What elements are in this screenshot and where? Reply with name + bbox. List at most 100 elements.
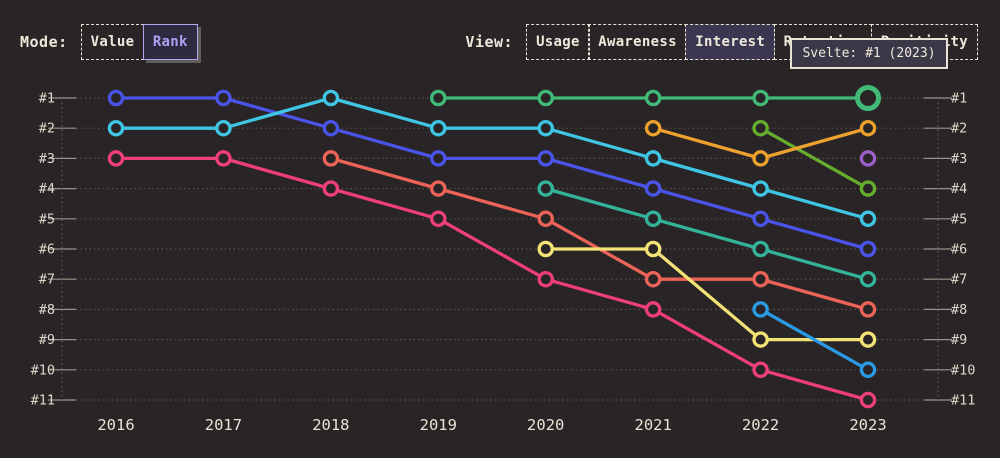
data-point-cyan-2017[interactable] bbox=[215, 119, 232, 137]
data-point-svelte-green-2021[interactable] bbox=[644, 89, 662, 107]
y-axis-label-left: #5 bbox=[39, 211, 55, 227]
data-point-svelte-green-2019[interactable] bbox=[430, 89, 447, 107]
series-line-sky-blue bbox=[758, 307, 870, 372]
data-point-cyan-2018[interactable] bbox=[322, 89, 340, 107]
y-axis-label-left: #4 bbox=[39, 181, 55, 197]
y-axis-label-left: #3 bbox=[39, 151, 55, 167]
x-axis-label: 2016 bbox=[97, 416, 134, 434]
data-point-svelte-green-2020[interactable] bbox=[537, 89, 554, 107]
y-axis-label-right: #2 bbox=[951, 121, 967, 137]
data-point-blue-2018[interactable] bbox=[322, 119, 340, 137]
data-point-amber-2021[interactable] bbox=[644, 119, 662, 137]
data-point-purple-2023[interactable] bbox=[859, 150, 877, 167]
series-line-pink bbox=[114, 156, 870, 402]
data-point-blue-2020[interactable] bbox=[537, 150, 554, 167]
data-point-pink-2019[interactable] bbox=[430, 210, 447, 228]
series-line-salmon bbox=[329, 156, 870, 312]
mode-label: Mode: bbox=[20, 33, 68, 51]
data-point-blue-2022[interactable] bbox=[752, 210, 769, 228]
y-axis-label-left: #2 bbox=[39, 121, 55, 137]
mode-toggle-group: Mode: Value Rank bbox=[20, 24, 198, 60]
highlighted-data-point-svelte-green-2023[interactable] bbox=[855, 85, 882, 111]
x-axis-label: 2021 bbox=[634, 416, 671, 434]
chart-tooltip: Svelte: #1 (2023) bbox=[790, 38, 948, 69]
data-point-cyan-2016[interactable] bbox=[107, 119, 125, 137]
data-point-salmon-2018[interactable] bbox=[322, 150, 340, 167]
y-axis-label-right: #1 bbox=[951, 91, 967, 107]
data-point-blue-2019[interactable] bbox=[430, 150, 447, 167]
data-point-blue-2016[interactable] bbox=[107, 89, 125, 107]
y-axis-label-left: #6 bbox=[39, 242, 55, 258]
y-axis-label-left: #11 bbox=[31, 393, 55, 409]
y-axis-label-left: #9 bbox=[39, 332, 55, 348]
data-point-cyan-2022[interactable] bbox=[752, 180, 769, 197]
mode-option-rank[interactable]: Rank bbox=[142, 24, 198, 60]
data-point-cyan-2019[interactable] bbox=[430, 119, 447, 137]
data-point-salmon-2022[interactable] bbox=[752, 270, 769, 288]
y-axis-label-right: #11 bbox=[951, 393, 975, 409]
chart-tooltip-text: Svelte: #1 (2023) bbox=[802, 46, 936, 61]
x-axis-label: 2019 bbox=[420, 416, 457, 434]
x-axis-label: 2018 bbox=[312, 416, 349, 434]
y-axis-label-right: #3 bbox=[951, 151, 967, 167]
y-axis-label-right: #6 bbox=[951, 242, 967, 258]
series-line-blue bbox=[114, 96, 870, 251]
y-axis-label-right: #4 bbox=[951, 181, 967, 197]
data-point-svelte-green-2022[interactable] bbox=[752, 89, 769, 107]
mode-option-value[interactable]: Value bbox=[80, 24, 145, 60]
data-point-amber-2022[interactable] bbox=[752, 150, 769, 167]
y-axis-label-left: #7 bbox=[39, 272, 55, 288]
y-axis-label-left: #10 bbox=[31, 362, 55, 378]
data-point-teal-2022[interactable] bbox=[752, 240, 769, 258]
data-point-pink-2021[interactable] bbox=[644, 301, 662, 318]
data-point-lime-2022[interactable] bbox=[752, 119, 769, 137]
data-point-sky-blue-2022[interactable] bbox=[752, 301, 769, 318]
data-point-salmon-2019[interactable] bbox=[430, 180, 447, 197]
data-point-pink-2018[interactable] bbox=[322, 180, 340, 197]
data-point-yellow-2022[interactable] bbox=[752, 331, 769, 348]
data-point-blue-2017[interactable] bbox=[215, 89, 232, 107]
view-option-awareness[interactable]: Awareness bbox=[588, 24, 687, 60]
data-point-cyan-2023[interactable] bbox=[859, 210, 877, 228]
data-point-pink-2023[interactable] bbox=[859, 391, 877, 409]
data-point-pink-2022[interactable] bbox=[752, 361, 769, 379]
data-point-teal-2020[interactable] bbox=[537, 180, 554, 197]
data-point-yellow-2021[interactable] bbox=[644, 240, 662, 258]
series-line-teal bbox=[544, 186, 870, 281]
data-point-blue-2023[interactable] bbox=[859, 240, 877, 258]
data-point-teal-2021[interactable] bbox=[644, 210, 662, 228]
series-line-cyan bbox=[114, 96, 870, 221]
y-axis-label-right: #9 bbox=[951, 332, 967, 348]
y-axis-label-right: #8 bbox=[951, 302, 967, 318]
data-point-salmon-2020[interactable] bbox=[537, 210, 554, 228]
x-axis-label: 2020 bbox=[527, 416, 564, 434]
y-axis-label-right: #5 bbox=[951, 211, 967, 227]
data-point-yellow-2020[interactable] bbox=[537, 240, 554, 258]
data-point-yellow-2023[interactable] bbox=[859, 331, 877, 348]
data-point-teal-2023[interactable] bbox=[859, 270, 877, 288]
x-axis-label: 2023 bbox=[849, 416, 886, 434]
data-point-blue-2021[interactable] bbox=[644, 180, 662, 197]
series-line-lime bbox=[758, 126, 870, 191]
data-point-salmon-2021[interactable] bbox=[644, 270, 662, 288]
data-point-salmon-2023[interactable] bbox=[859, 301, 877, 318]
y-axis-label-left: #1 bbox=[39, 91, 55, 107]
data-point-lime-2023[interactable] bbox=[859, 180, 877, 197]
view-option-interest[interactable]: Interest bbox=[685, 24, 776, 60]
y-axis-label-right: #10 bbox=[951, 362, 975, 378]
data-point-cyan-2020[interactable] bbox=[537, 119, 554, 137]
data-point-pink-2016[interactable] bbox=[107, 150, 125, 167]
view-option-usage[interactable]: Usage bbox=[526, 24, 590, 60]
view-label: View: bbox=[465, 33, 514, 51]
y-axis-label-right: #7 bbox=[951, 272, 967, 288]
data-point-pink-2020[interactable] bbox=[537, 270, 554, 288]
x-axis-label: 2022 bbox=[742, 416, 779, 434]
data-point-pink-2017[interactable] bbox=[215, 150, 232, 167]
y-axis-label-left: #8 bbox=[39, 302, 55, 318]
data-point-amber-2023[interactable] bbox=[859, 119, 877, 137]
data-point-sky-blue-2023[interactable] bbox=[859, 361, 877, 379]
data-point-cyan-2021[interactable] bbox=[644, 150, 662, 167]
x-axis-label: 2017 bbox=[205, 416, 242, 434]
